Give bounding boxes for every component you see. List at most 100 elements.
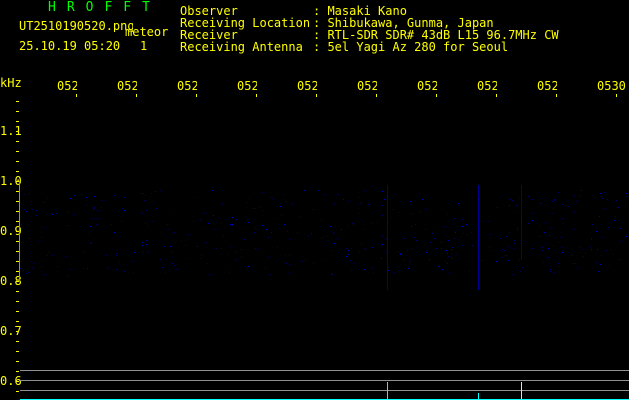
x-tick-mark xyxy=(316,94,317,97)
noise-dot xyxy=(348,200,350,202)
noise-dot xyxy=(555,201,557,203)
noise-dot xyxy=(517,227,519,229)
noise-dot xyxy=(311,233,313,235)
noise-dot xyxy=(326,236,328,238)
noise-dot xyxy=(558,261,560,263)
noise-dot xyxy=(299,215,301,217)
noise-dot xyxy=(161,232,162,234)
noise-dot xyxy=(82,251,84,253)
noise-dot xyxy=(619,228,621,230)
noise-dot xyxy=(414,224,416,226)
noise-dot xyxy=(572,262,574,264)
noise-dot xyxy=(541,202,543,204)
noise-dot xyxy=(228,265,230,267)
noise-dot xyxy=(146,210,148,212)
noise-dot xyxy=(539,206,541,208)
gridline xyxy=(20,390,629,391)
noise-dot xyxy=(321,220,323,222)
noise-dot xyxy=(229,246,231,248)
noise-dot xyxy=(116,252,118,254)
noise-dot xyxy=(152,220,154,222)
noise-dot xyxy=(112,268,114,270)
noise-dot xyxy=(171,262,173,264)
noise-dot xyxy=(175,242,177,244)
noise-dot xyxy=(380,257,382,259)
noise-dot xyxy=(133,272,135,274)
noise-dot xyxy=(123,196,125,198)
noise-dot xyxy=(286,231,288,233)
noise-dot xyxy=(247,221,249,223)
noise-dot xyxy=(97,218,99,220)
noise-dot xyxy=(383,198,385,200)
noise-dot xyxy=(334,225,336,227)
noise-dot xyxy=(578,194,580,196)
noise-dot xyxy=(234,251,236,253)
noise-dot xyxy=(441,247,443,249)
y-tick-label: 1.1 xyxy=(0,124,22,138)
noise-dot xyxy=(184,245,186,247)
noise-dot xyxy=(267,236,269,238)
noise-dot xyxy=(45,259,47,261)
noise-dot xyxy=(441,268,443,270)
noise-dot xyxy=(473,245,475,247)
noise-dot xyxy=(433,238,435,240)
noise-dot xyxy=(519,259,521,261)
noise-dot xyxy=(140,210,142,212)
noise-dot xyxy=(67,274,69,276)
noise-dot xyxy=(245,216,247,218)
noise-dot xyxy=(432,232,434,234)
noise-dot xyxy=(163,246,165,248)
noise-dot xyxy=(304,258,306,260)
noise-dot xyxy=(479,256,481,258)
noise-dot xyxy=(460,236,462,238)
x-tick-mark xyxy=(436,94,437,97)
noise-dot xyxy=(562,217,564,219)
noise-dot xyxy=(227,253,229,255)
antenna-label: Receiving Antenna xyxy=(180,40,303,54)
noise-dot xyxy=(204,213,206,215)
noise-dot xyxy=(363,268,365,270)
noise-dot xyxy=(94,195,96,197)
noise-dot xyxy=(425,243,427,245)
noise-dot xyxy=(396,251,398,253)
noise-dot xyxy=(403,238,405,240)
noise-dot xyxy=(552,201,554,203)
noise-dot xyxy=(144,223,146,225)
noise-dot xyxy=(462,218,464,220)
x-tick-label: 0522 xyxy=(117,79,137,93)
noise-dot xyxy=(591,248,593,250)
noise-dot xyxy=(413,212,415,214)
noise-dot xyxy=(607,227,609,229)
noise-dot xyxy=(489,247,490,249)
noise-dot xyxy=(241,249,243,251)
signal-spike xyxy=(521,382,522,400)
receiver-value: : RTL-SDR SDR# 43dB L15 96.7MHz CW xyxy=(313,28,559,42)
noise-dot xyxy=(349,259,351,261)
noise-dot xyxy=(360,203,362,205)
noise-dot xyxy=(181,239,183,241)
noise-dot xyxy=(246,218,248,220)
noise-dot xyxy=(255,247,257,249)
noise-dot xyxy=(321,238,323,240)
noise-dot xyxy=(507,246,509,248)
noise-dot xyxy=(610,248,612,250)
noise-dot xyxy=(438,265,440,267)
noise-dot xyxy=(448,255,450,257)
noise-dot xyxy=(69,198,71,200)
noise-dot xyxy=(85,197,87,199)
noise-dot xyxy=(367,203,369,205)
noise-dot xyxy=(146,240,148,242)
noise-dot xyxy=(595,252,597,254)
noise-dot xyxy=(481,220,483,222)
noise-dot xyxy=(342,198,344,200)
noise-dot xyxy=(55,213,57,215)
noise-dot xyxy=(52,214,54,216)
noise-dot xyxy=(114,194,116,196)
noise-dot xyxy=(411,247,413,249)
noise-dot xyxy=(373,272,375,274)
noise-dot xyxy=(145,194,147,196)
x-tick-mark xyxy=(376,94,377,97)
noise-dot xyxy=(200,219,202,221)
noise-dot xyxy=(222,202,224,204)
noise-dot xyxy=(32,209,34,211)
